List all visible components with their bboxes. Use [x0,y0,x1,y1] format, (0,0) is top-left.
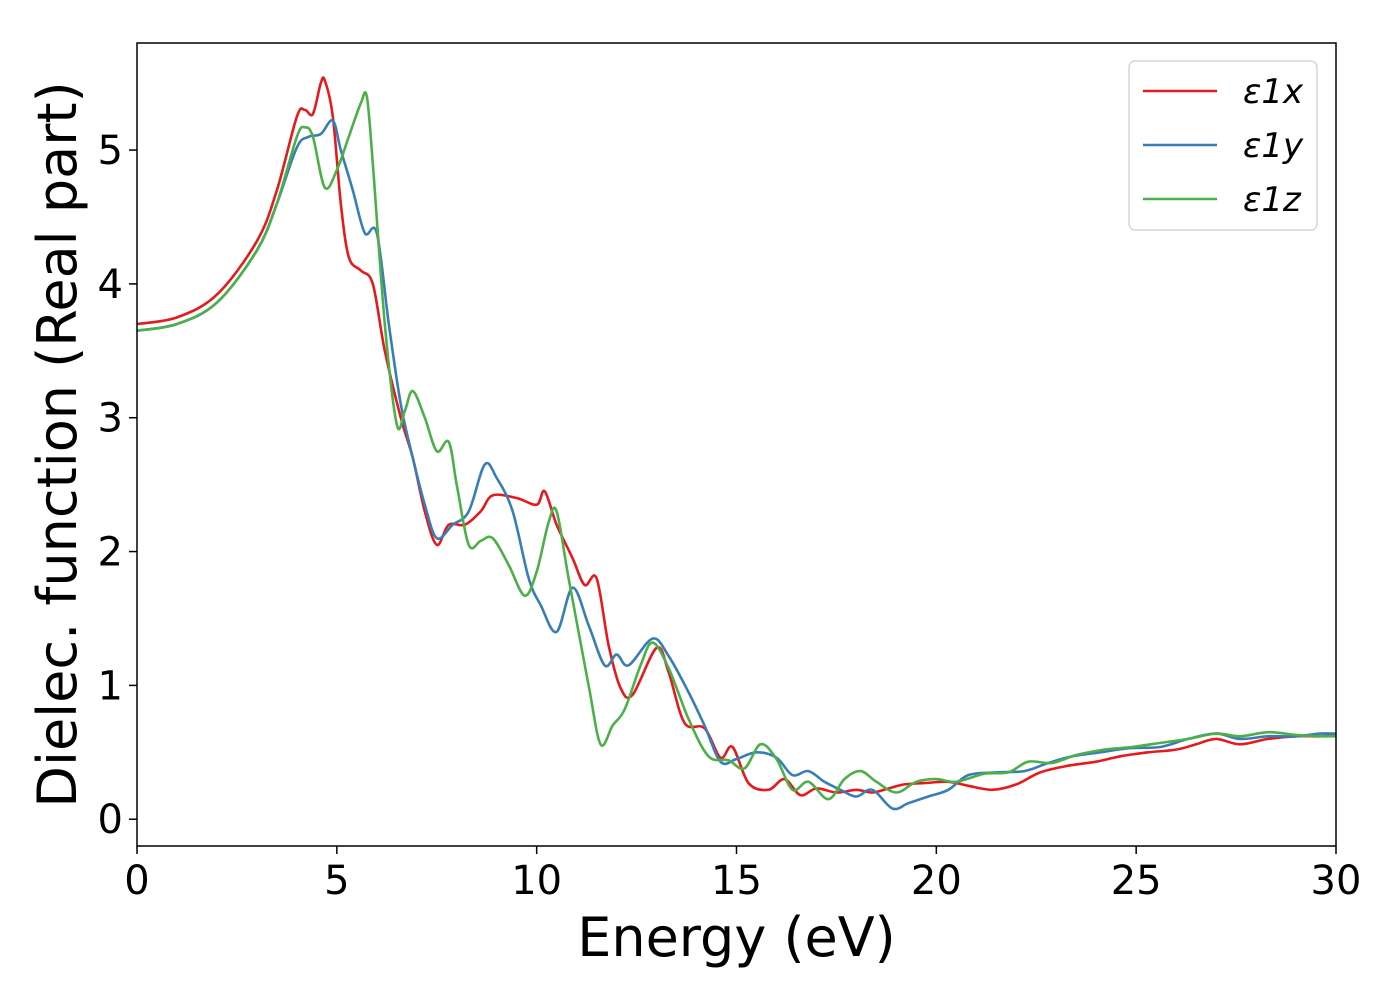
legend-label: ε1z [1243,180,1302,220]
series-line-1 [137,76,1336,797]
y-tick-label: 4 [98,262,123,308]
x-tick-label: 5 [324,858,349,904]
x-tick-label: 20 [911,858,962,904]
legend-box [1128,60,1318,231]
y-axis-ticks: 0 1 2 3 4 5 [98,128,137,843]
x-tick-label: 25 [1111,858,1162,904]
x-tick-label: 0 [124,858,149,904]
y-tick-label: 2 [98,530,123,576]
series-line-3 [137,91,1336,801]
series-layer [137,76,1336,811]
x-tick-label: 10 [511,858,562,904]
legend: ε1x ε1y ε1z [1128,60,1318,231]
y-tick-label: 1 [98,663,123,709]
series-line-2 [137,118,1336,811]
legend-label: ε1y [1243,126,1304,166]
x-axis-ticks: 0 5 10 15 20 25 30 [124,846,1361,904]
x-axis-label: Energy (eV) [577,906,896,969]
y-tick-label: 0 [98,797,123,843]
y-tick-label: 5 [98,128,123,174]
y-axis-label: Dielec. function (Real part) [26,81,89,807]
x-tick-label: 30 [1311,858,1362,904]
legend-label: ε1x [1243,72,1304,112]
x-tick-label: 15 [711,858,762,904]
y-tick-label: 3 [98,396,123,442]
